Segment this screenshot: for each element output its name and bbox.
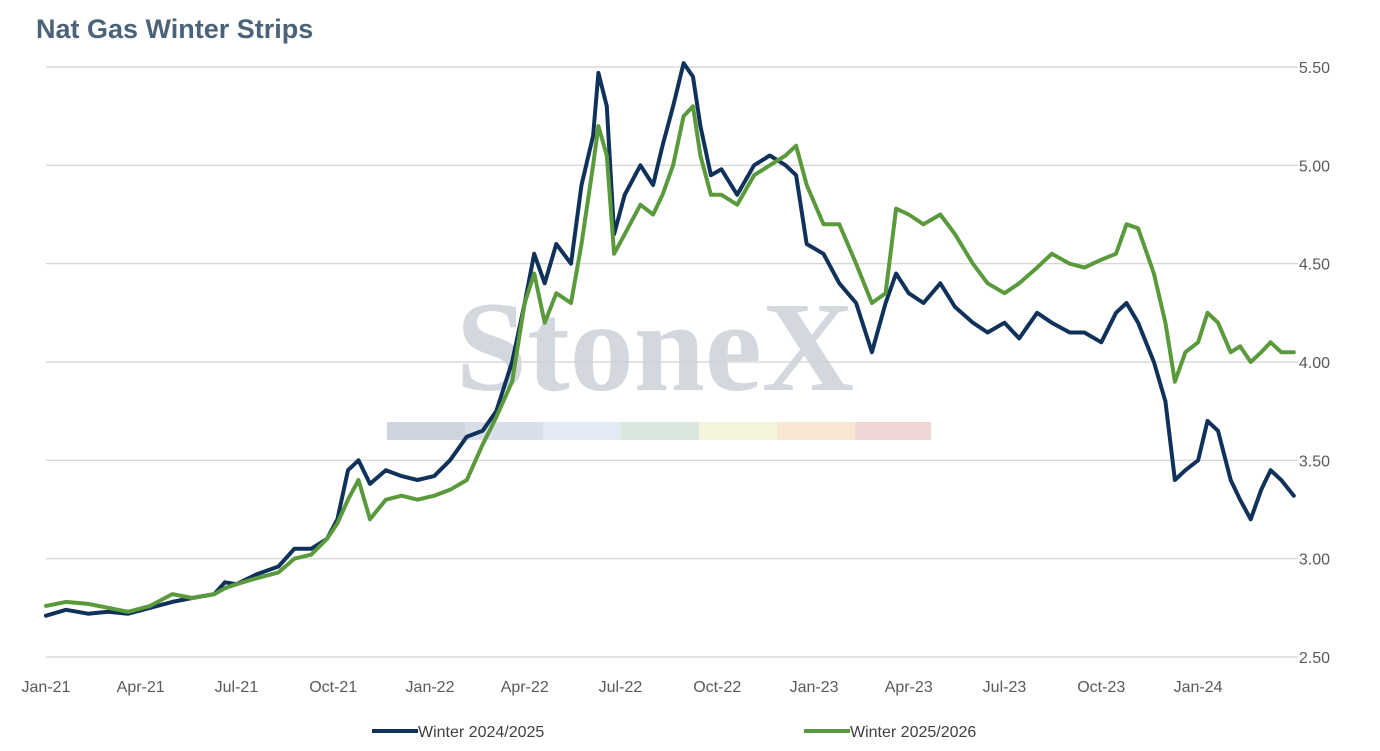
- x-tick-label: Apr-23: [885, 679, 933, 696]
- watermark-stripe: [621, 422, 699, 440]
- y-tick-label: 5.50: [1299, 60, 1330, 77]
- x-tick-label: Jan-23: [790, 679, 839, 696]
- stonex-watermark: StoneX: [387, 276, 931, 440]
- chart-title: Nat Gas Winter Strips: [36, 14, 314, 44]
- y-axis-ticks: 2.50 3.00 3.50 4.00 4.50 5.00 5.50: [1299, 60, 1330, 667]
- watermark-text: StoneX: [456, 276, 854, 418]
- watermark-stripe: [387, 422, 465, 440]
- legend: Winter 2024/2025 Winter 2025/2026: [372, 724, 976, 741]
- x-tick-label: Apr-21: [117, 679, 165, 696]
- watermark-stripe: [777, 422, 855, 440]
- watermark-stripe: [699, 422, 777, 440]
- series-lines: [44, 61, 1296, 618]
- gridlines: [46, 66, 1298, 658]
- legend-label: Winter 2024/2025: [418, 724, 544, 741]
- x-tick-label: Oct-22: [693, 679, 741, 696]
- y-tick-label: 2.50: [1299, 650, 1330, 667]
- x-tick-label: Jul-21: [215, 679, 259, 696]
- series-line-2: [44, 104, 1296, 614]
- x-tick-label: Oct-21: [309, 679, 357, 696]
- y-tick-label: 4.00: [1299, 355, 1330, 372]
- x-tick-label: Apr-22: [501, 679, 549, 696]
- watermark-stripe: [855, 422, 931, 440]
- x-tick-label: Oct-23: [1077, 679, 1125, 696]
- watermark-stripe: [543, 422, 621, 440]
- x-tick-label: Jan-22: [406, 679, 455, 696]
- y-tick-label: 5.00: [1299, 158, 1330, 175]
- x-axis-ticks: Jan-21 Apr-21 Jul-21 Oct-21 Jan-22 Apr-22 Jul-…: [22, 679, 1223, 696]
- y-tick-label: 4.50: [1299, 257, 1330, 274]
- y-tick-label: 3.50: [1299, 453, 1330, 470]
- legend-label: Winter 2025/2026: [850, 724, 976, 741]
- x-tick-label: Jan-21: [22, 679, 71, 696]
- y-tick-label: 3.00: [1299, 552, 1330, 569]
- x-tick-label: Jul-22: [599, 679, 643, 696]
- x-tick-label: Jul-23: [983, 679, 1027, 696]
- x-tick-label: Jan-24: [1174, 679, 1223, 696]
